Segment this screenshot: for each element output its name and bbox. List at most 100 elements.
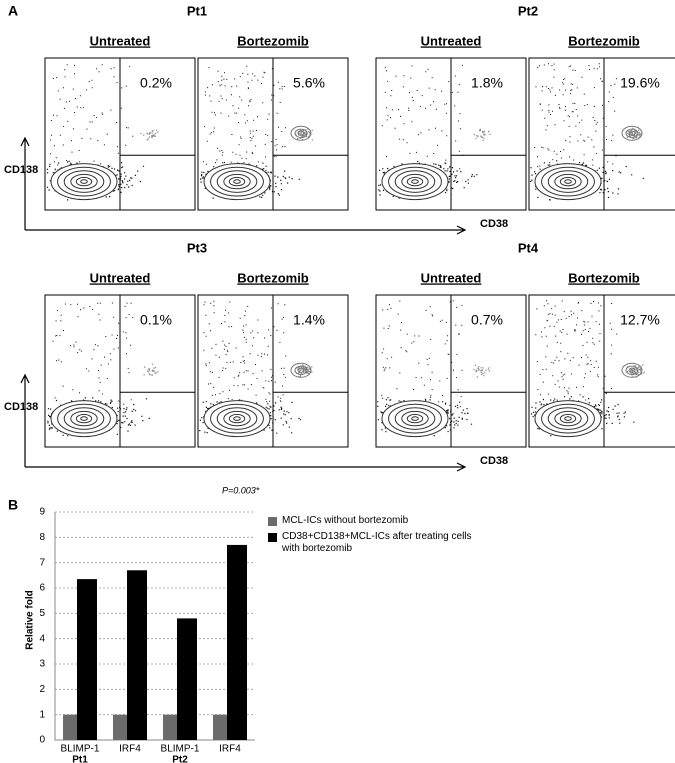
- gate-percent: 19.6%: [620, 75, 660, 91]
- contour: [625, 365, 639, 375]
- quadrant-lines: [272, 295, 348, 447]
- contour: [233, 179, 241, 184]
- y-tick-label: 1: [39, 709, 45, 720]
- y-tick-label: 8: [39, 532, 45, 543]
- condition-label: Bortezomib: [237, 33, 309, 48]
- bar: [227, 544, 247, 740]
- quadrant-lines: [603, 295, 675, 447]
- contour: [210, 403, 264, 434]
- y-axis-title: CD138: [4, 164, 38, 176]
- x-tick-label: IRF4: [219, 744, 241, 755]
- gate-percent: 0.1%: [140, 312, 172, 328]
- positive-dots: [473, 364, 490, 378]
- contour: [534, 163, 602, 201]
- legend-label: MCL-ICs without bortezomib: [282, 515, 409, 526]
- contour: [394, 170, 436, 193]
- quadrant-lines: [603, 58, 675, 210]
- positive-dots: [473, 128, 491, 141]
- contour: [388, 166, 442, 197]
- contour: [210, 166, 264, 197]
- contour: [297, 367, 305, 373]
- panel-label: A: [8, 3, 18, 19]
- bar: [163, 714, 177, 740]
- flow-plot: [44, 57, 196, 211]
- contour: [625, 128, 639, 138]
- contour: [216, 170, 258, 193]
- x-tick-label: BLIMP-1: [161, 744, 200, 755]
- contour: [297, 130, 305, 136]
- positive-dots: [143, 363, 159, 376]
- x-axis-title: CD38: [480, 218, 508, 230]
- bar: [127, 570, 147, 740]
- condition-label: Bortezomib: [568, 270, 640, 285]
- contour: [290, 125, 312, 141]
- contour: [401, 173, 429, 190]
- contour: [75, 413, 93, 424]
- x-tick-label: BLIMP-1: [61, 744, 100, 755]
- quadrant-lines: [450, 58, 526, 210]
- quadrant-lines: [272, 58, 348, 210]
- panel-label: B: [8, 497, 18, 513]
- contour: [547, 170, 589, 193]
- patient-label: Pt4: [518, 240, 539, 255]
- legend-entry: CD38+CD138+MCL-ICs after treating cells …: [268, 531, 528, 555]
- gate-percent: 1.8%: [471, 75, 503, 91]
- y-tick-label: 7: [39, 557, 45, 568]
- contour: [50, 400, 118, 438]
- contour: [559, 176, 577, 187]
- contour: [381, 400, 449, 438]
- contour: [63, 170, 105, 193]
- contour: [401, 410, 429, 427]
- contour: [534, 400, 602, 438]
- legend-swatch: [268, 533, 277, 542]
- gate-percent: 0.7%: [471, 312, 503, 328]
- contour: [233, 416, 241, 421]
- contour: [63, 407, 105, 430]
- contour: [411, 416, 419, 421]
- y-tick-label: 6: [39, 583, 45, 594]
- contour: [388, 403, 442, 434]
- contour: [559, 413, 577, 424]
- condition-label: Untreated: [90, 33, 151, 48]
- axis-arrow: [20, 136, 467, 235]
- contour: [50, 163, 118, 201]
- condition-label: Bortezomib: [568, 33, 640, 48]
- condition-label: Untreated: [421, 270, 482, 285]
- x-tick-label: IRF4: [119, 744, 141, 755]
- flow-plot: [44, 294, 196, 448]
- contour: [411, 179, 419, 184]
- y-tick-label: 9: [39, 507, 45, 518]
- flow-plot: [528, 57, 675, 211]
- quadrant-lines: [450, 295, 526, 447]
- patient-label: Pt3: [187, 240, 207, 255]
- group-label: Pt2: [172, 755, 188, 763]
- contour: [381, 163, 449, 201]
- contour: [223, 173, 251, 190]
- contour: [228, 413, 246, 424]
- contour: [554, 410, 582, 427]
- contour: [621, 362, 643, 378]
- y-tick-label: 4: [39, 633, 45, 644]
- gate-percent: 5.6%: [293, 75, 325, 91]
- bar: [213, 714, 227, 740]
- x-axis-title: CD38: [480, 455, 508, 467]
- flow-plot: [375, 294, 527, 448]
- axis-arrow: [20, 373, 467, 472]
- contour: [57, 403, 111, 434]
- condition-label: Bortezomib: [237, 270, 309, 285]
- legend-swatch: [268, 517, 277, 526]
- bar: [77, 579, 97, 740]
- contour: [564, 416, 572, 421]
- flow-plot: [197, 57, 349, 211]
- quadrant-lines: [119, 58, 195, 210]
- contour: [290, 362, 312, 378]
- bar: [63, 714, 77, 740]
- bar: [177, 618, 197, 740]
- patient-label: Pt1: [187, 3, 207, 18]
- flow-plot: [197, 294, 349, 448]
- contour: [621, 125, 643, 141]
- contour: [541, 166, 595, 197]
- contour: [547, 407, 589, 430]
- condition-label: Untreated: [421, 33, 482, 48]
- contour: [294, 365, 308, 375]
